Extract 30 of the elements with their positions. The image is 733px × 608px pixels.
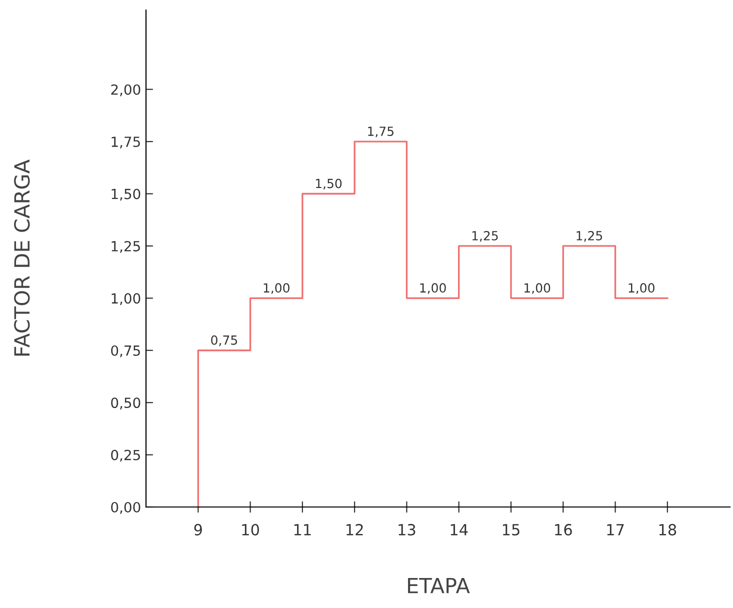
x-tick-label: 14 <box>450 524 468 536</box>
data-label: 1,00 <box>264 283 290 294</box>
x-tick-label: 18 <box>659 524 676 536</box>
y-tick-label: 1,50 <box>112 188 140 201</box>
data-label: 1,75 <box>368 126 394 138</box>
x-tick-label: 12 <box>346 524 363 536</box>
x-tick-label: 17 <box>607 524 624 536</box>
data-label: 1,00 <box>524 283 550 294</box>
data-label: 1,00 <box>420 283 446 294</box>
x-tick-label: 9 <box>194 524 202 536</box>
data-label: 0,75 <box>211 335 238 346</box>
y-tick-label: 2,00 <box>111 84 140 96</box>
y-tick-label: 1,00 <box>112 293 140 306</box>
x-axis-title: ETAPA <box>408 578 470 594</box>
y-tick-label: 0,25 <box>111 450 140 462</box>
y-tick-label: 0,50 <box>111 398 140 410</box>
x-tick-label: 16 <box>555 524 572 536</box>
y-tick-label: 1,25 <box>112 240 140 253</box>
data-label: 1,00 <box>628 283 654 294</box>
y-tick-label: 1,75 <box>112 136 140 148</box>
data-label: 1,25 <box>576 230 602 242</box>
x-tick-label: 11 <box>294 524 311 536</box>
y-tick-label: 0,75 <box>111 345 140 358</box>
x-tick-label: 10 <box>242 524 259 536</box>
y-axis-title: FACTOR DE CARGA <box>14 160 30 356</box>
data-label: 1,25 <box>472 230 498 242</box>
y-tick-label: 0,00 <box>111 502 140 514</box>
x-tick-label: 13 <box>398 524 416 536</box>
x-tick-label: 15 <box>502 524 520 536</box>
data-label: 1,50 <box>316 178 342 190</box>
